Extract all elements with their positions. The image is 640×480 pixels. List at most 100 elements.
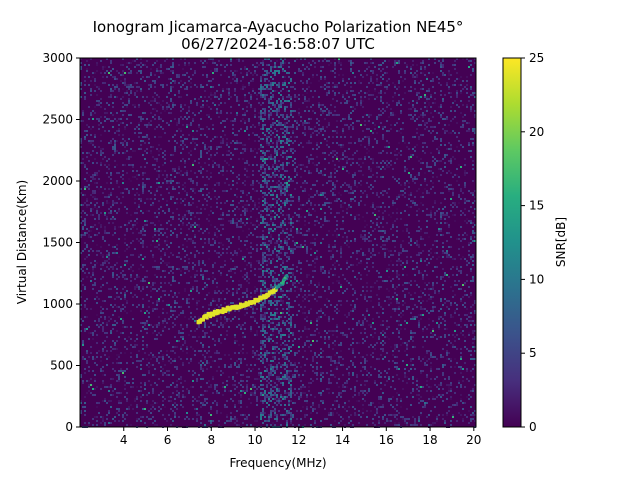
- heatmap-cell: [108, 356, 110, 358]
- heatmap-cell: [138, 106, 140, 108]
- heatmap-cell: [170, 308, 172, 310]
- heatmap-cell: [280, 58, 282, 60]
- heatmap-cell: [186, 388, 188, 390]
- heatmap-cell: [290, 288, 292, 290]
- heatmap-cell: [186, 412, 188, 414]
- heatmap-cell: [288, 376, 290, 378]
- heatmap-cell: [266, 288, 268, 290]
- heatmap-cell: [276, 114, 278, 116]
- heatmap-cell: [152, 364, 154, 366]
- heatmap-cell: [248, 100, 250, 102]
- heatmap-cell: [94, 80, 96, 82]
- heatmap-cell: [126, 256, 128, 258]
- heatmap-cell: [218, 392, 220, 394]
- heatmap-cell: [262, 270, 264, 272]
- heatmap-cell: [110, 400, 112, 402]
- heatmap-cell: [84, 286, 86, 288]
- heatmap-cell: [150, 352, 152, 354]
- heatmap-cell: [272, 398, 274, 400]
- heatmap-cell: [280, 122, 282, 124]
- heatmap-cell: [214, 184, 216, 186]
- heatmap-cell: [240, 128, 242, 130]
- heatmap-cell: [110, 140, 112, 142]
- heatmap-cell: [168, 318, 170, 320]
- heatmap-cell: [284, 344, 286, 346]
- heatmap-cell: [260, 352, 262, 354]
- heatmap-cell: [178, 306, 180, 308]
- heatmap-cell: [264, 354, 266, 356]
- heatmap-cell: [238, 202, 240, 204]
- heatmap-cell: [288, 162, 290, 164]
- heatmap-cell: [174, 406, 176, 408]
- heatmap-cell: [108, 194, 110, 196]
- heatmap-cell: [238, 104, 240, 106]
- heatmap-cell: [270, 210, 272, 212]
- heatmap-cell: [102, 152, 104, 154]
- heatmap-cell: [290, 228, 292, 230]
- heatmap-cell: [228, 210, 230, 212]
- heatmap-cell: [222, 174, 224, 176]
- heatmap-cell: [178, 122, 180, 124]
- heatmap-cell: [294, 324, 296, 326]
- heatmap-cell: [216, 412, 218, 414]
- heatmap-cell: [302, 308, 304, 310]
- heatmap-cell: [192, 140, 194, 142]
- heatmap-cell: [282, 312, 284, 314]
- heatmap-cell: [296, 230, 298, 232]
- heatmap-cell: [140, 310, 142, 312]
- heatmap-cell: [258, 136, 260, 138]
- heatmap-cell: [220, 304, 222, 306]
- heatmap-cell: [120, 298, 122, 300]
- heatmap-cell: [210, 356, 212, 358]
- heatmap-cell: [308, 200, 310, 202]
- heatmap-cell: [282, 128, 284, 130]
- heatmap-cell: [236, 182, 238, 184]
- heatmap-cell: [262, 280, 264, 282]
- heatmap-cell: [176, 390, 178, 392]
- heatmap-cell: [206, 136, 208, 138]
- heatmap-cell: [216, 148, 218, 150]
- heatmap-cell: [260, 168, 262, 170]
- heatmap-cell: [282, 178, 284, 180]
- heatmap-cell: [104, 354, 106, 356]
- heatmap-cell: [260, 166, 262, 168]
- heatmap-cell: [268, 250, 270, 252]
- heatmap-cell: [218, 420, 220, 422]
- heatmap-cell: [152, 96, 154, 98]
- heatmap-cell: [262, 234, 264, 236]
- heatmap-cell: [236, 372, 238, 374]
- heatmap-cell: [116, 150, 118, 152]
- heatmap-cell: [94, 266, 96, 268]
- heatmap-cell: [236, 410, 238, 412]
- heatmap-cell: [218, 196, 220, 198]
- heatmap-cell: [288, 258, 290, 260]
- heatmap-cell: [282, 98, 284, 100]
- heatmap-cell: [92, 178, 94, 180]
- heatmap-cell: [288, 336, 290, 338]
- heatmap-cell: [226, 288, 228, 290]
- heatmap-cell: [260, 110, 262, 112]
- heatmap-cell: [150, 198, 152, 200]
- heatmap-cell: [94, 182, 96, 184]
- heatmap-cell: [164, 282, 166, 284]
- heatmap-cell: [158, 324, 160, 326]
- heatmap-cell: [262, 220, 264, 222]
- heatmap-cell: [304, 166, 306, 168]
- heatmap-cell: [272, 270, 274, 272]
- heatmap-cell: [192, 268, 194, 270]
- heatmap-cell: [80, 222, 82, 224]
- heatmap-cell: [126, 104, 128, 106]
- heatmap-cell: [214, 154, 216, 156]
- heatmap-cell: [130, 280, 132, 282]
- heatmap-cell: [150, 112, 152, 114]
- heatmap-cell: [158, 102, 160, 104]
- heatmap-cell: [288, 178, 290, 180]
- heatmap-cell: [190, 346, 192, 348]
- heatmap-cell: [276, 102, 278, 104]
- heatmap-cell: [290, 148, 292, 150]
- heatmap-cell: [98, 128, 100, 130]
- heatmap-cell: [232, 128, 234, 130]
- heatmap-cell: [82, 320, 84, 322]
- heatmap-cell: [262, 400, 264, 402]
- heatmap-cell: [256, 164, 258, 166]
